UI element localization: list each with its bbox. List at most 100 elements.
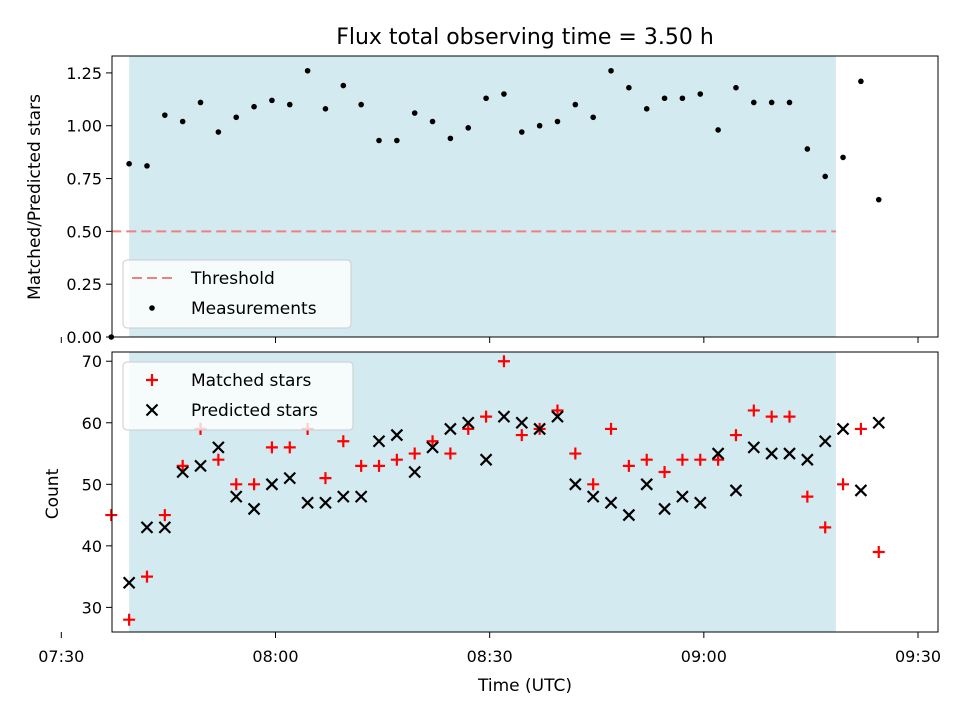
predicted-stars-point: [479, 453, 493, 466]
matched-stars-point: [605, 422, 618, 435]
predicted-stars-point: [854, 484, 868, 497]
predicted-stars-point: [801, 453, 814, 466]
measurement-point: [215, 129, 222, 135]
predicted-stars-point: [586, 490, 600, 503]
matched-stars-point: [390, 453, 403, 466]
predicted-stars-point: [765, 447, 778, 460]
matched-stars-point: [140, 570, 153, 583]
matched-stars-point: [444, 447, 457, 460]
measurement-point: [376, 137, 382, 144]
predicted-stars-point: [265, 478, 279, 491]
plot-area: 0.00 0.25 0.50 0.75 1.00 1.25 Threshold Measure…: [38, 55, 941, 666]
predicted-stars-point: [140, 521, 154, 534]
matched-stars-point: [694, 453, 707, 466]
measurement-point: [394, 137, 400, 144]
y-tick-label: 0.25: [66, 275, 102, 294]
measurement-point: [751, 99, 757, 106]
predicted-stars-point: [604, 496, 618, 510]
predicted-stars-point: [461, 416, 475, 430]
matched-stars-point: [123, 613, 136, 626]
legend-label: Threshold: [190, 269, 275, 289]
measurement-point: [501, 91, 507, 97]
matched-stars-point: [640, 453, 653, 466]
matched-stars-point: [355, 459, 368, 472]
y-tick-label: 30: [82, 598, 102, 617]
measurement-point: [179, 118, 186, 125]
matched-stars-point: [462, 422, 475, 435]
measurement-point: [875, 196, 882, 203]
matched-stars-point: [801, 490, 814, 503]
y-tick-label: 1.25: [66, 64, 102, 83]
predicted-stars-point: [176, 465, 189, 479]
matched-stars-point: [408, 447, 421, 460]
predicted-stars-point: [354, 490, 368, 503]
predicted-stars-point: [711, 447, 725, 460]
predicted-stars-point: [194, 459, 207, 473]
measurement-point: [554, 118, 561, 125]
measurement-point: [590, 114, 596, 121]
legend: Threshold Measurements: [122, 259, 352, 329]
measurement-point: [465, 125, 472, 131]
matched-stars-point: [837, 478, 850, 491]
measurement-point: [715, 127, 721, 133]
matched-stars-point: [426, 435, 439, 448]
measurement-point: [447, 135, 454, 142]
y-tick-label: 60: [82, 414, 102, 433]
legend-label: Measurements: [191, 299, 317, 319]
ratio-panel: 0.00 0.25 0.50 0.75 1.00 1.25 Threshold Measure…: [60, 55, 939, 347]
measurement-point: [661, 95, 668, 102]
matched-stars-point: [515, 429, 528, 442]
measurement-point: [126, 160, 132, 167]
matched-stars-point: [551, 404, 564, 417]
x-axis-label: Time (UTC): [477, 676, 572, 696]
predicted-stars-point: [158, 521, 172, 534]
predicted-stars-point: [319, 496, 332, 510]
matched-stars-point: [819, 521, 832, 534]
axes-frame: [111, 55, 939, 338]
predicted-stars-point: [229, 490, 243, 503]
measurement-point: [626, 84, 632, 91]
predicted-stars-point: [212, 441, 225, 454]
measurement-point: [518, 129, 525, 135]
predicted-stars-point: [283, 471, 297, 485]
matched-stars-point: [337, 435, 350, 448]
axes-frame: [111, 351, 939, 633]
matched-stars-point: [783, 410, 796, 423]
measurement-point: [572, 101, 579, 108]
legend-matched-swatch: [146, 374, 158, 386]
matched-stars-point: [872, 546, 885, 558]
matched-stars-point: [729, 429, 742, 442]
bottom-y-axis-label: Count: [43, 468, 63, 519]
predicted-stars-point: [729, 484, 743, 497]
legend-measurement-swatch: [149, 305, 155, 311]
predicted-stars-point: [533, 422, 546, 436]
measurement-point: [840, 154, 846, 161]
predicted-stars-point: [122, 576, 136, 590]
count-panel: 07:3008:0008:3009:0009:3010:0010:3011:00…: [38, 351, 941, 666]
measurement-point: [162, 112, 168, 118]
x-tick-label: 09:30: [895, 647, 941, 666]
matched-stars-point: [105, 509, 118, 522]
x-tick-label: 07:30: [38, 647, 84, 666]
y-tick-label: 50: [82, 475, 102, 494]
y-tick-label: 0.00: [66, 328, 102, 347]
predicted-stars-point: [747, 441, 761, 454]
measurement-point: [483, 95, 489, 102]
measurement-point: [786, 99, 793, 106]
y-tick-label: 1.00: [66, 117, 102, 136]
measurement-point: [429, 118, 436, 125]
predicted-stars-point: [444, 422, 457, 436]
matched-stars-point: [765, 410, 778, 423]
matched-stars-point: [658, 466, 671, 478]
measurement-point: [358, 101, 364, 108]
legend-box: [122, 259, 352, 329]
predicted-stars-point: [676, 490, 689, 503]
predicted-stars-point: [836, 422, 850, 436]
measurement-point: [768, 99, 775, 106]
y-tick-label: 70: [82, 352, 102, 371]
predicted-stars-point: [247, 502, 261, 516]
predicted-stars-point: [783, 447, 796, 460]
predicted-stars-point: [497, 410, 511, 423]
measurement-point: [536, 122, 543, 129]
